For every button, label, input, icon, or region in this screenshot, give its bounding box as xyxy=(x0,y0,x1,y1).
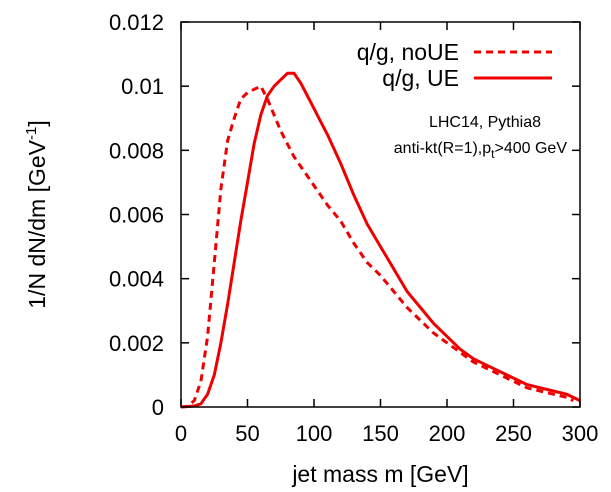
x-tick-label: 200 xyxy=(429,421,466,446)
y-tick-label: 0 xyxy=(152,395,164,420)
series-line-noue xyxy=(180,84,574,409)
y-tick-label: 0.01 xyxy=(121,74,164,99)
series-line-ue xyxy=(180,71,581,409)
plot-frame xyxy=(180,21,581,408)
x-axis-title: jet mass m [GeV] xyxy=(291,461,468,487)
y-tick-label: 0.008 xyxy=(109,138,164,163)
x-tick-label: 300 xyxy=(562,421,599,446)
x-tick-label: 100 xyxy=(296,421,333,446)
y-axis-title-close: ] xyxy=(24,120,50,126)
y-tick-label: 0.002 xyxy=(109,331,164,356)
y-axis-title-superscript: -1 xyxy=(23,127,40,140)
x-tick-label: 250 xyxy=(495,421,532,446)
annotation-selection-prefix: anti-kt(R=1),p xyxy=(394,140,491,157)
legend-label-ue: q/g, UE xyxy=(382,65,459,91)
x-tick-label: 50 xyxy=(235,421,259,446)
series-layer xyxy=(180,71,581,409)
legend: q/g, noUE q/g, UE xyxy=(357,39,552,91)
y-tick-label: 0.004 xyxy=(109,267,164,292)
annotation-generator: LHC14, Pythia8 xyxy=(429,114,541,131)
tick-labels: 0 50 100 150 200 250 300 0 0.002 0.004 0.006 0.008 0… xyxy=(109,10,598,446)
y-axis-title: 1/N dN/dm [GeV-1] xyxy=(23,120,50,308)
legend-label-noue: q/g, noUE xyxy=(357,39,459,65)
x-tick-label: 0 xyxy=(175,421,187,446)
annotation-selection-subscript: t xyxy=(491,147,495,161)
y-tick-label: 0.012 xyxy=(109,10,164,35)
x-tick-label: 150 xyxy=(362,421,399,446)
annotation-selection-suffix: >400 GeV xyxy=(495,140,568,157)
annotation-selection: anti-kt(R=1),pt>400 GeV xyxy=(394,140,568,161)
y-tick-label: 0.006 xyxy=(109,203,164,228)
y-axis-title-base: 1/N dN/dm [GeV xyxy=(24,139,50,308)
